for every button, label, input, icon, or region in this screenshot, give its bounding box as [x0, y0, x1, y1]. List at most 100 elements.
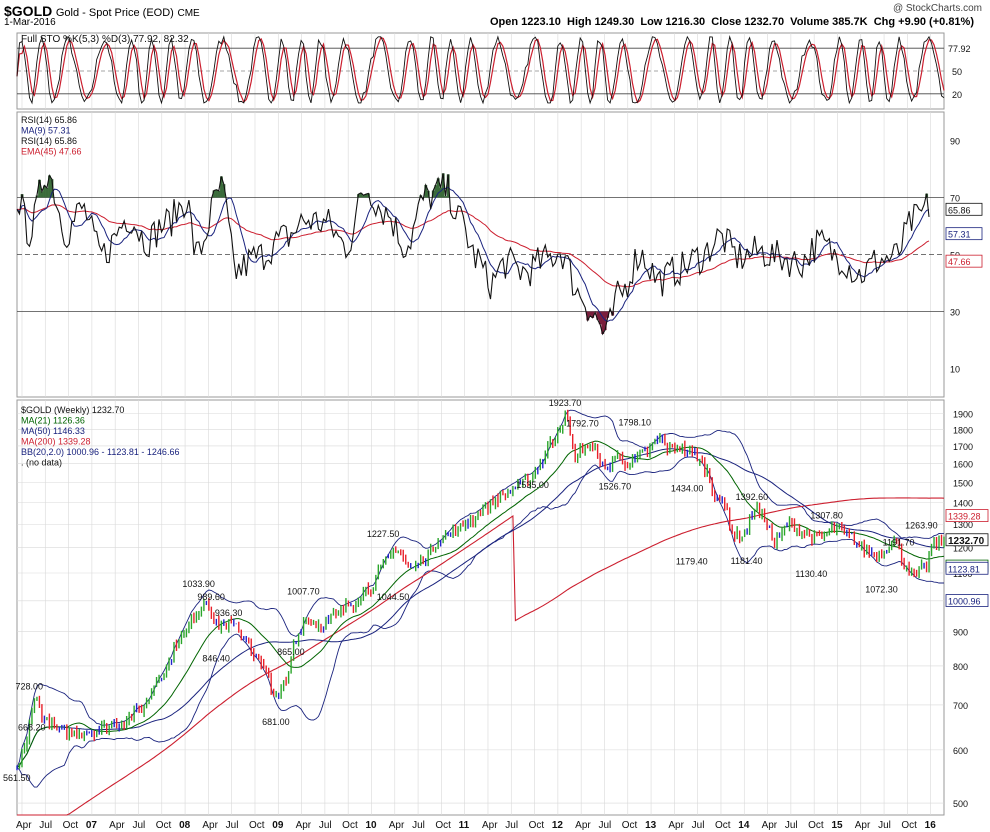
price-right-label: 1339.28: [948, 512, 981, 522]
x-tick-label: Jul: [226, 820, 239, 831]
x-tick-label: Oct: [342, 820, 358, 831]
rsi-tick-label: 10: [950, 365, 960, 375]
ma200-line: [17, 497, 945, 816]
price-annotation: 865.00: [277, 647, 305, 657]
price-right-label: 1232.70: [948, 536, 985, 547]
x-tick-label: Oct: [715, 820, 731, 831]
x-tick-label: Oct: [435, 820, 451, 831]
rsi-overbought-fill: [220, 176, 223, 198]
price-annotation: 1392.60: [736, 492, 769, 502]
sto-legend: Full STO %K(5,3) %D(3) 77.92, 82.32: [21, 34, 189, 45]
price-value-box: [945, 509, 989, 522]
price-annotation: 1307.80: [810, 511, 843, 521]
rsi-tick-label: 30: [950, 308, 960, 318]
x-tick-label: Apr: [668, 820, 684, 831]
rsi-overbought-fill: [212, 190, 216, 198]
rsi-overbought-fill: [441, 173, 445, 198]
symbol: $GOLD: [4, 3, 53, 19]
header-title: $GOLD Gold - Spot Price (EOD) CME: [4, 3, 200, 19]
x-tick-label: 15: [831, 820, 843, 831]
price-right-label: 1123.81: [948, 564, 980, 574]
x-tick-label: Jul: [505, 820, 518, 831]
exchange: CME: [177, 8, 200, 19]
price-value-box: [945, 533, 989, 547]
price-legend: . (no data): [21, 458, 62, 468]
price-tick-label: 1200: [953, 544, 973, 554]
rsi-oversold-fill: [586, 311, 590, 321]
sto-right-label: 77.92: [948, 44, 971, 54]
rsi-overbought-fill: [40, 191, 44, 198]
price-annotation: 1179.40: [676, 557, 708, 567]
rsi-oversold-fill: [596, 311, 600, 320]
price-tick-label: 600: [953, 746, 968, 756]
price-annotation: 1923.70: [549, 398, 582, 408]
rsi-tick-label: 70: [950, 194, 960, 204]
x-tick-label: 16: [925, 820, 937, 831]
ma21-line: [16, 440, 945, 768]
price-annotation: 1130.40: [795, 569, 827, 579]
price-tick-label: 800: [953, 662, 968, 672]
rsi-right-label: 47.66: [948, 257, 971, 267]
ma50-line: [16, 448, 945, 768]
price-annotation: 668.20: [18, 723, 46, 733]
rsi-overbought-fill: [217, 190, 221, 198]
rsi-oversold-fill: [598, 311, 602, 325]
price-right-label: 1000.96: [948, 597, 981, 607]
rsi-line: [16, 173, 930, 336]
price-annotation: 728.00: [15, 681, 43, 691]
rsi-legend: RSI(14) 65.86: [21, 136, 77, 146]
sto-d-line: [16, 36, 945, 104]
x-tick-label: Oct: [249, 820, 265, 831]
rsi-oversold-fill: [601, 311, 605, 334]
price-annotation: 1191.70: [883, 538, 915, 548]
price-annotation: 681.00: [262, 717, 290, 727]
price-tick-label: 500: [953, 799, 968, 809]
rsi-overbought-fill: [362, 195, 365, 198]
x-tick-label: Apr: [296, 820, 312, 831]
x-tick-label: Apr: [16, 820, 32, 831]
rsi-ma-line: [16, 186, 930, 322]
rsi-overbought-fill: [434, 185, 438, 198]
price-legend: MA(200) 1339.28: [21, 437, 91, 447]
rsi-oversold-fill: [591, 311, 595, 318]
price-annotation: 561.50: [3, 773, 31, 783]
x-tick-label: Jul: [319, 820, 332, 831]
x-tick-label: Apr: [762, 820, 778, 831]
rsi-overbought-fill: [359, 192, 363, 198]
x-tick-label: 09: [272, 820, 284, 831]
price-annotation: 1227.50: [367, 529, 400, 539]
x-tick-label: 13: [645, 820, 657, 831]
x-tick-label: Oct: [808, 820, 824, 831]
price-legend: MA(50) 1146.33: [21, 426, 85, 436]
price-annotation: 1535.00: [516, 480, 549, 490]
x-tick-label: Apr: [575, 820, 591, 831]
x-tick-label: 11: [459, 820, 470, 831]
x-tick-label: 14: [738, 820, 750, 831]
x-tick-label: Jul: [878, 820, 891, 831]
rsi-overbought-fill: [446, 174, 450, 198]
price-legend: MA(21) 1126.36: [21, 416, 85, 426]
x-tick-label: Apr: [855, 820, 871, 831]
panel-frame-pr: [16, 399, 945, 816]
x-tick-label: Jul: [598, 820, 611, 831]
rsi-value-box: [945, 254, 983, 268]
rsi-overbought-fill: [364, 194, 368, 198]
rsi-overbought-fill: [215, 189, 218, 198]
x-tick-label: Apr: [389, 820, 405, 831]
price-annotation: 1007.70: [287, 587, 320, 597]
x-tick-label: Oct: [156, 820, 172, 831]
rsi-overbought-fill: [222, 184, 226, 198]
price-annotation: 1072.30: [865, 584, 898, 594]
price-tick-label: 1700: [953, 442, 973, 452]
rsi-overbought-fill: [48, 175, 51, 198]
price-annotation: 1263.90: [905, 520, 938, 530]
rsi-overbought-fill: [38, 179, 41, 198]
price-tick-label: 1400: [953, 499, 973, 509]
rsi-oversold-fill: [606, 311, 610, 318]
x-tick-label: 12: [552, 820, 564, 831]
x-tick-label: Jul: [412, 820, 425, 831]
x-tick-label: 10: [365, 820, 377, 831]
price-tick-label: 1900: [953, 410, 973, 420]
